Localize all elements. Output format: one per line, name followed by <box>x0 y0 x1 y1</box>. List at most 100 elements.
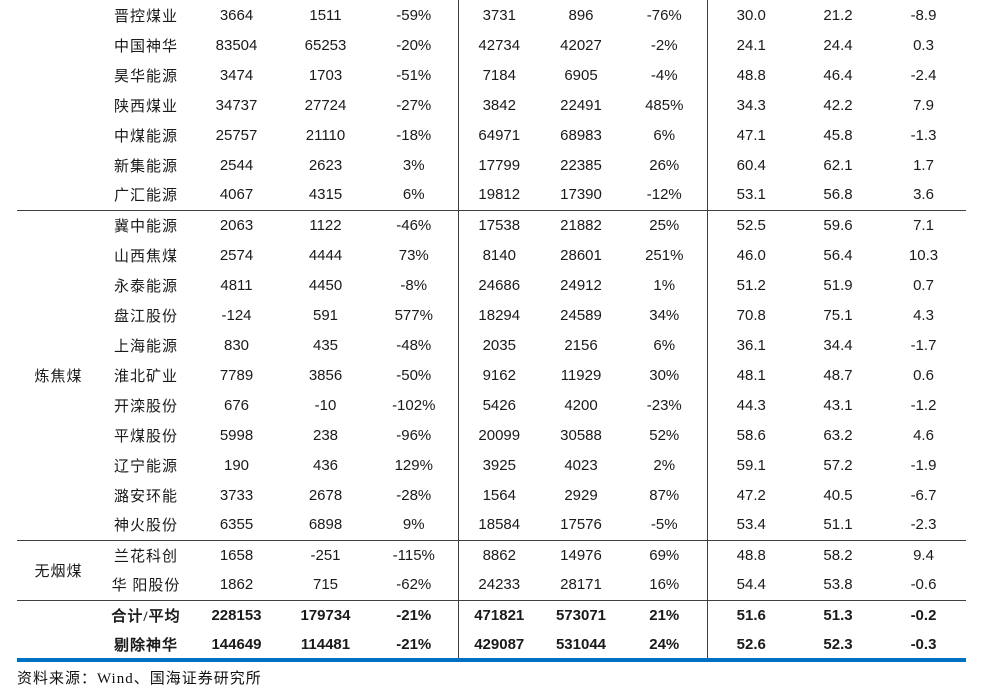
company-name-cell: 华 阳股份 <box>111 578 181 595</box>
company-name-cell: 开滦股份 <box>113 398 178 415</box>
value-cell: 8862 <box>458 539 540 570</box>
value-cell: 2574 <box>219 246 254 264</box>
value-cell: -115% <box>370 539 459 570</box>
table-row: 盘江股份 -124 591 577% 18294 24589 34% 70.8 75.1 4.3 <box>17 300 966 330</box>
value-cell: 14976 <box>540 539 622 570</box>
value-cell: 87% <box>622 480 708 510</box>
value-cell: 5426 <box>482 396 516 414</box>
value-cell: 485% <box>622 90 708 120</box>
value-cell: 3664 <box>219 6 254 24</box>
value-cell: 436 <box>312 456 339 474</box>
value-cell: 43.1 <box>823 396 853 414</box>
value-cell: -2% <box>622 30 708 60</box>
value-cell: 2156 <box>564 336 598 354</box>
table-row: 神火股份 6355 6898 9% 18584 17576 -5% 53.4 51.1 -2.3 <box>17 510 966 540</box>
value-cell: 4811 <box>220 276 253 294</box>
table-row: 中煤能源 25757 21110 -18% 64971 68983 6% 47.1 45.8 -1… <box>17 120 966 150</box>
value-cell: 25% <box>622 209 708 240</box>
company-name-cell: 上海能源 <box>113 338 178 355</box>
value-cell: 1658 <box>192 539 281 570</box>
value-cell: -48% <box>370 330 459 360</box>
value-cell: 16% <box>622 570 708 600</box>
value-cell: -76% <box>622 0 708 30</box>
value-cell: 25757 <box>215 126 258 144</box>
value-cell: 24.4 <box>823 36 853 54</box>
value-cell: 435 <box>312 336 339 354</box>
value-cell: 21% <box>622 599 708 630</box>
financial-table-container: 晋控煤业 3664 1511 -59% 3731 896 -76% 30.0 21.2 -8.9 中… <box>17 0 966 662</box>
value-cell: 42.2 <box>823 96 853 114</box>
value-cell: 48.7 <box>823 366 853 384</box>
value-cell: 7.9 <box>913 96 934 114</box>
value-cell: 11929 <box>560 366 602 384</box>
value-cell: -12% <box>622 180 708 210</box>
company-name-cell: 平煤股份 <box>113 428 178 445</box>
value-cell: 6898 <box>308 516 343 534</box>
table-row: 永泰能源 4811 4450 -8% 24686 24912 1% 51.2 51.9 0.7 <box>17 270 966 300</box>
value-cell: -8.9 <box>910 6 937 24</box>
company-name-cell: 合计/平均 <box>100 599 192 630</box>
company-name-cell: 神火股份 <box>113 518 178 535</box>
value-cell: 429087 <box>474 635 525 653</box>
table-row: 晋控煤业 3664 1511 -59% 3731 896 -76% 30.0 21.2 -8.9 <box>17 0 966 30</box>
value-cell: 24686 <box>478 276 521 294</box>
value-cell: 7.1 <box>881 209 966 240</box>
value-cell: 238 <box>312 426 339 444</box>
company-name-cell: 冀中能源 <box>100 209 192 240</box>
value-cell: -1.3 <box>910 126 937 144</box>
table-row: 山西焦煤 2574 4444 73% 8140 28601 251% 46.0 56.4 10.3 <box>17 240 966 270</box>
value-cell: 40.5 <box>823 486 853 504</box>
value-cell: 17576 <box>560 516 602 534</box>
value-cell: 53.4 <box>736 516 766 534</box>
value-cell: 1511 <box>309 6 342 24</box>
value-cell: -124 <box>221 306 252 324</box>
value-cell: 1862 <box>219 576 254 594</box>
value-cell: 28171 <box>560 576 602 594</box>
value-cell: 58.2 <box>795 539 881 570</box>
value-cell: 9162 <box>482 366 516 384</box>
company-name-cell: 晋控煤业 <box>113 8 178 25</box>
value-cell: 573071 <box>540 599 622 630</box>
value-cell: 20099 <box>478 426 521 444</box>
value-cell: 52% <box>622 420 708 450</box>
value-cell: 44.3 <box>736 396 766 414</box>
value-cell: 3731 <box>482 6 516 24</box>
value-cell: 60.4 <box>736 156 766 174</box>
value-cell: 26% <box>622 150 708 180</box>
value-cell: -0.6 <box>910 576 937 594</box>
value-cell: 8140 <box>482 246 516 264</box>
value-cell: 190 <box>223 456 250 474</box>
value-cell: 24589 <box>560 306 602 324</box>
value-cell: -0.2 <box>881 599 966 630</box>
value-cell: 3.6 <box>913 186 934 204</box>
value-cell: 46.0 <box>736 246 766 264</box>
value-cell: 30% <box>622 360 708 390</box>
company-name-cell: 兰花科创 <box>100 539 192 570</box>
value-cell: -46% <box>370 209 459 240</box>
company-name-cell: 盘江股份 <box>113 308 178 325</box>
value-cell: 18294 <box>478 306 521 324</box>
value-cell: 51.6 <box>707 599 795 630</box>
value-cell: 62.1 <box>823 156 853 174</box>
value-cell: 2% <box>622 450 708 480</box>
value-cell: 48.8 <box>736 66 766 84</box>
company-name-cell: 陕西煤业 <box>113 98 178 115</box>
table-body: 晋控煤业 3664 1511 -59% 3731 896 -76% 30.0 21.2 -8.9 中… <box>17 0 966 660</box>
value-cell: 676 <box>223 396 250 414</box>
source-note: 资料来源：Wind、国海证券研究所 <box>17 671 262 687</box>
value-cell: 53.8 <box>823 576 853 594</box>
value-cell: 30588 <box>560 426 602 444</box>
value-cell: 52.5 <box>707 209 795 240</box>
company-name-cell: 广汇能源 <box>113 188 178 205</box>
value-cell: 1564 <box>482 486 516 504</box>
table-row: 辽宁能源 190 436 129% 3925 4023 2% 59.1 57.2 -1.9 <box>17 450 966 480</box>
value-cell: 5998 <box>219 426 254 444</box>
value-cell: 228153 <box>192 599 281 630</box>
company-name-cell: 昊华能源 <box>113 68 178 85</box>
value-cell: 10.3 <box>908 246 939 264</box>
financial-table: 晋控煤业 3664 1511 -59% 3731 896 -76% 30.0 21.2 -8.9 中… <box>17 0 966 662</box>
value-cell: 3% <box>370 150 459 180</box>
value-cell: 1.7 <box>913 156 934 174</box>
category-cell <box>17 0 100 210</box>
value-cell: -1.9 <box>910 456 937 474</box>
